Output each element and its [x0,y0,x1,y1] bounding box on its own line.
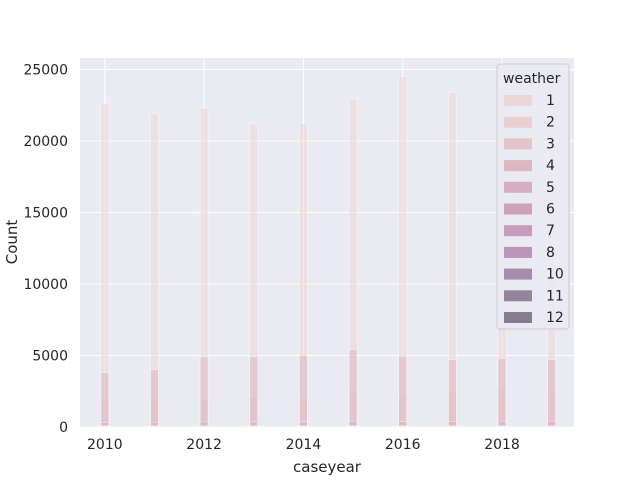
legend-swatch-8 [504,246,532,258]
bar-weather-4-2013 [249,356,259,428]
x-tick-label: 2018 [484,437,520,453]
bar-weather-4-2016 [398,355,407,428]
y-tick-label: 20000 [23,134,68,150]
x-tick-label: 2010 [87,437,123,453]
y-axis-label: Count [3,220,21,265]
y-tick-label: 15000 [23,205,68,221]
y-tick-label: 10000 [23,277,68,293]
legend-label-6: 6 [546,202,555,218]
bar-weather-4-2014 [299,355,308,428]
legend-swatch-1 [504,95,532,106]
legend-swatch-4 [504,160,532,172]
legend-frame [496,63,570,330]
legend-swatch-7 [504,225,532,237]
legend-label-11: 11 [546,288,564,304]
bar-weather-4-2015 [348,349,358,428]
bar-weather-4-2010 [100,372,110,428]
x-tick-label: 2016 [385,437,421,453]
bar-weather-4-2011 [150,369,159,428]
legend-swatch-12 [504,312,532,323]
legend-swatch-6 [504,203,532,215]
legend-label-12: 12 [546,310,564,326]
legend-label-10: 10 [546,267,564,283]
legend-label-7: 7 [546,223,555,239]
y-tick-label: 25000 [23,62,68,78]
x-tick-label: 2012 [186,437,222,453]
tick-labels: 0 5000 10000 15000 20000 25000 2010 2012 2014 201… [23,62,519,453]
bar-weather-4-2017 [448,359,457,428]
legend-label-4: 4 [546,158,555,174]
legend-label-5: 5 [546,180,555,196]
plot-area [80,58,574,427]
bar-weather-4-2019 [547,359,556,428]
legend-swatch-2 [504,116,532,128]
x-axis-label: caseyear [293,458,362,476]
legend-swatch-3 [504,138,532,150]
legend-label-3: 3 [546,136,555,152]
legend-title: weather [503,71,561,87]
legend-label-1: 1 [546,93,555,109]
legend-swatch-5 [504,181,532,193]
legend-label-8: 8 [546,245,555,261]
x-tick-label: 2014 [286,437,322,453]
bar-weather-4-2012 [199,356,209,428]
legend-label-2: 2 [546,115,555,131]
legend-swatch-10 [504,268,532,280]
y-tick-label: 0 [59,420,68,436]
legend-swatch-11 [504,290,532,302]
y-tick-label: 5000 [32,348,68,364]
bar-weather-4-2018 [497,358,507,428]
